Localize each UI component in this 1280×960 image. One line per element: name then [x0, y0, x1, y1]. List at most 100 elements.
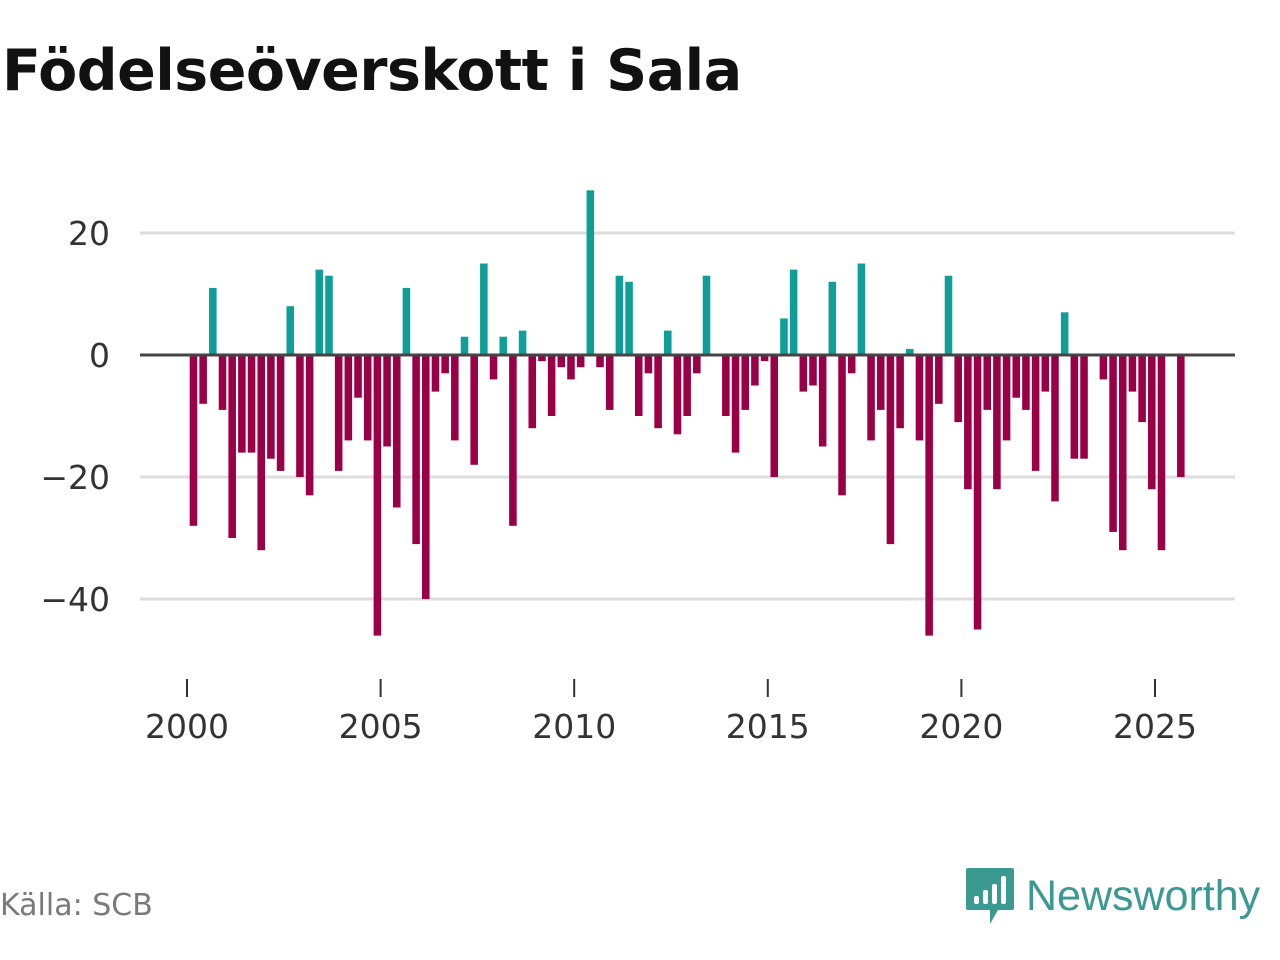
bar: [276, 355, 285, 471]
bar: [480, 263, 488, 355]
bar: [799, 355, 808, 392]
bar: [1080, 355, 1088, 459]
bar: [344, 355, 353, 441]
x-tick-label: 2010: [532, 707, 616, 746]
bar: [596, 355, 604, 368]
x-axis: 2000 2005 2010 2015 2020 2025: [145, 679, 1197, 746]
bar: [373, 355, 382, 636]
bar: [615, 275, 624, 355]
bar: [838, 355, 846, 496]
y-tick-label: 0: [89, 336, 110, 375]
bar: [402, 287, 411, 355]
bar: [576, 355, 585, 368]
bar: [412, 355, 420, 545]
bar: [470, 355, 478, 465]
bar: [422, 355, 430, 599]
bar: [993, 355, 1001, 490]
bar: [964, 355, 972, 490]
bar: [209, 287, 217, 355]
chart-title: Födelseöverskott i Sala: [2, 38, 742, 104]
newsworthy-logo-icon: [966, 868, 1014, 924]
bar: [847, 355, 856, 374]
brand-logo[interactable]: Newsworthy: [964, 866, 1260, 926]
bar: [1177, 355, 1185, 477]
chart-area: 20 0 −20 −40 2000 2005 2010 2015 2020 2025: [40, 190, 1235, 746]
bar: [218, 355, 227, 410]
bar: [983, 355, 991, 410]
x-tick-label: 2015: [726, 707, 810, 746]
bar: [286, 306, 295, 355]
bar: [1060, 312, 1069, 355]
y-axis-labels: 20 0 −20 −40: [40, 214, 110, 619]
bar: [731, 355, 740, 453]
bar: [654, 355, 662, 429]
x-tick-label: 2025: [1113, 707, 1197, 746]
bar: [1128, 355, 1137, 392]
brand-name: Newsworthy: [1026, 871, 1261, 920]
bar: [1070, 355, 1079, 459]
bar: [935, 355, 943, 404]
bar: [528, 355, 537, 429]
bar: [1118, 355, 1127, 551]
source-note: Källa: SCB: [0, 888, 153, 923]
bar: [334, 355, 343, 471]
bar: [644, 355, 653, 374]
bar: [809, 355, 817, 386]
bar: [509, 355, 517, 526]
bar: [267, 355, 275, 459]
bar: [499, 336, 507, 355]
bar: [567, 355, 575, 380]
bar: [451, 355, 459, 441]
bar: [383, 355, 391, 447]
bar: [238, 355, 246, 453]
bar: [1022, 355, 1030, 410]
bar: [896, 355, 904, 429]
x-tick-label: 2020: [919, 707, 1003, 746]
bar: [431, 355, 440, 392]
bar: [363, 355, 372, 441]
bar: [1157, 355, 1166, 551]
bar: [296, 355, 304, 477]
x-tick-label: 2000: [145, 707, 229, 746]
bar: [818, 355, 827, 447]
bar: [247, 355, 256, 453]
bar: [315, 269, 324, 355]
bar: [886, 355, 895, 545]
bar: [586, 190, 595, 355]
bar: [460, 336, 469, 355]
bar: [189, 355, 198, 526]
bar: [789, 269, 798, 355]
bar: [1041, 355, 1050, 392]
bar: [518, 330, 527, 355]
bar: [1012, 355, 1021, 398]
bar: [547, 355, 556, 416]
bar: [760, 355, 769, 362]
bar: [1031, 355, 1040, 471]
bar: [722, 355, 730, 416]
bar: [1109, 355, 1117, 532]
bar: [741, 355, 749, 410]
bar: [1002, 355, 1011, 441]
bar: [770, 355, 779, 477]
bar: [1148, 355, 1156, 490]
bar: [673, 355, 682, 435]
bar: [857, 263, 866, 355]
bar: [954, 355, 962, 423]
bar: [925, 355, 933, 636]
bar: [557, 355, 566, 368]
bar: [780, 318, 788, 355]
bar: [693, 355, 701, 374]
y-tick-label: 20: [68, 214, 110, 253]
bar: [634, 355, 643, 416]
y-tick-label: −20: [40, 458, 110, 497]
bar: [199, 355, 207, 404]
y-tick-label: −40: [40, 580, 110, 619]
bar: [441, 355, 449, 374]
bar: [973, 355, 982, 630]
bar-series: [189, 190, 1185, 636]
bar: [683, 355, 691, 416]
bar: [751, 355, 759, 386]
bar: [828, 281, 837, 355]
bar: [915, 355, 924, 441]
bar: [305, 355, 314, 496]
